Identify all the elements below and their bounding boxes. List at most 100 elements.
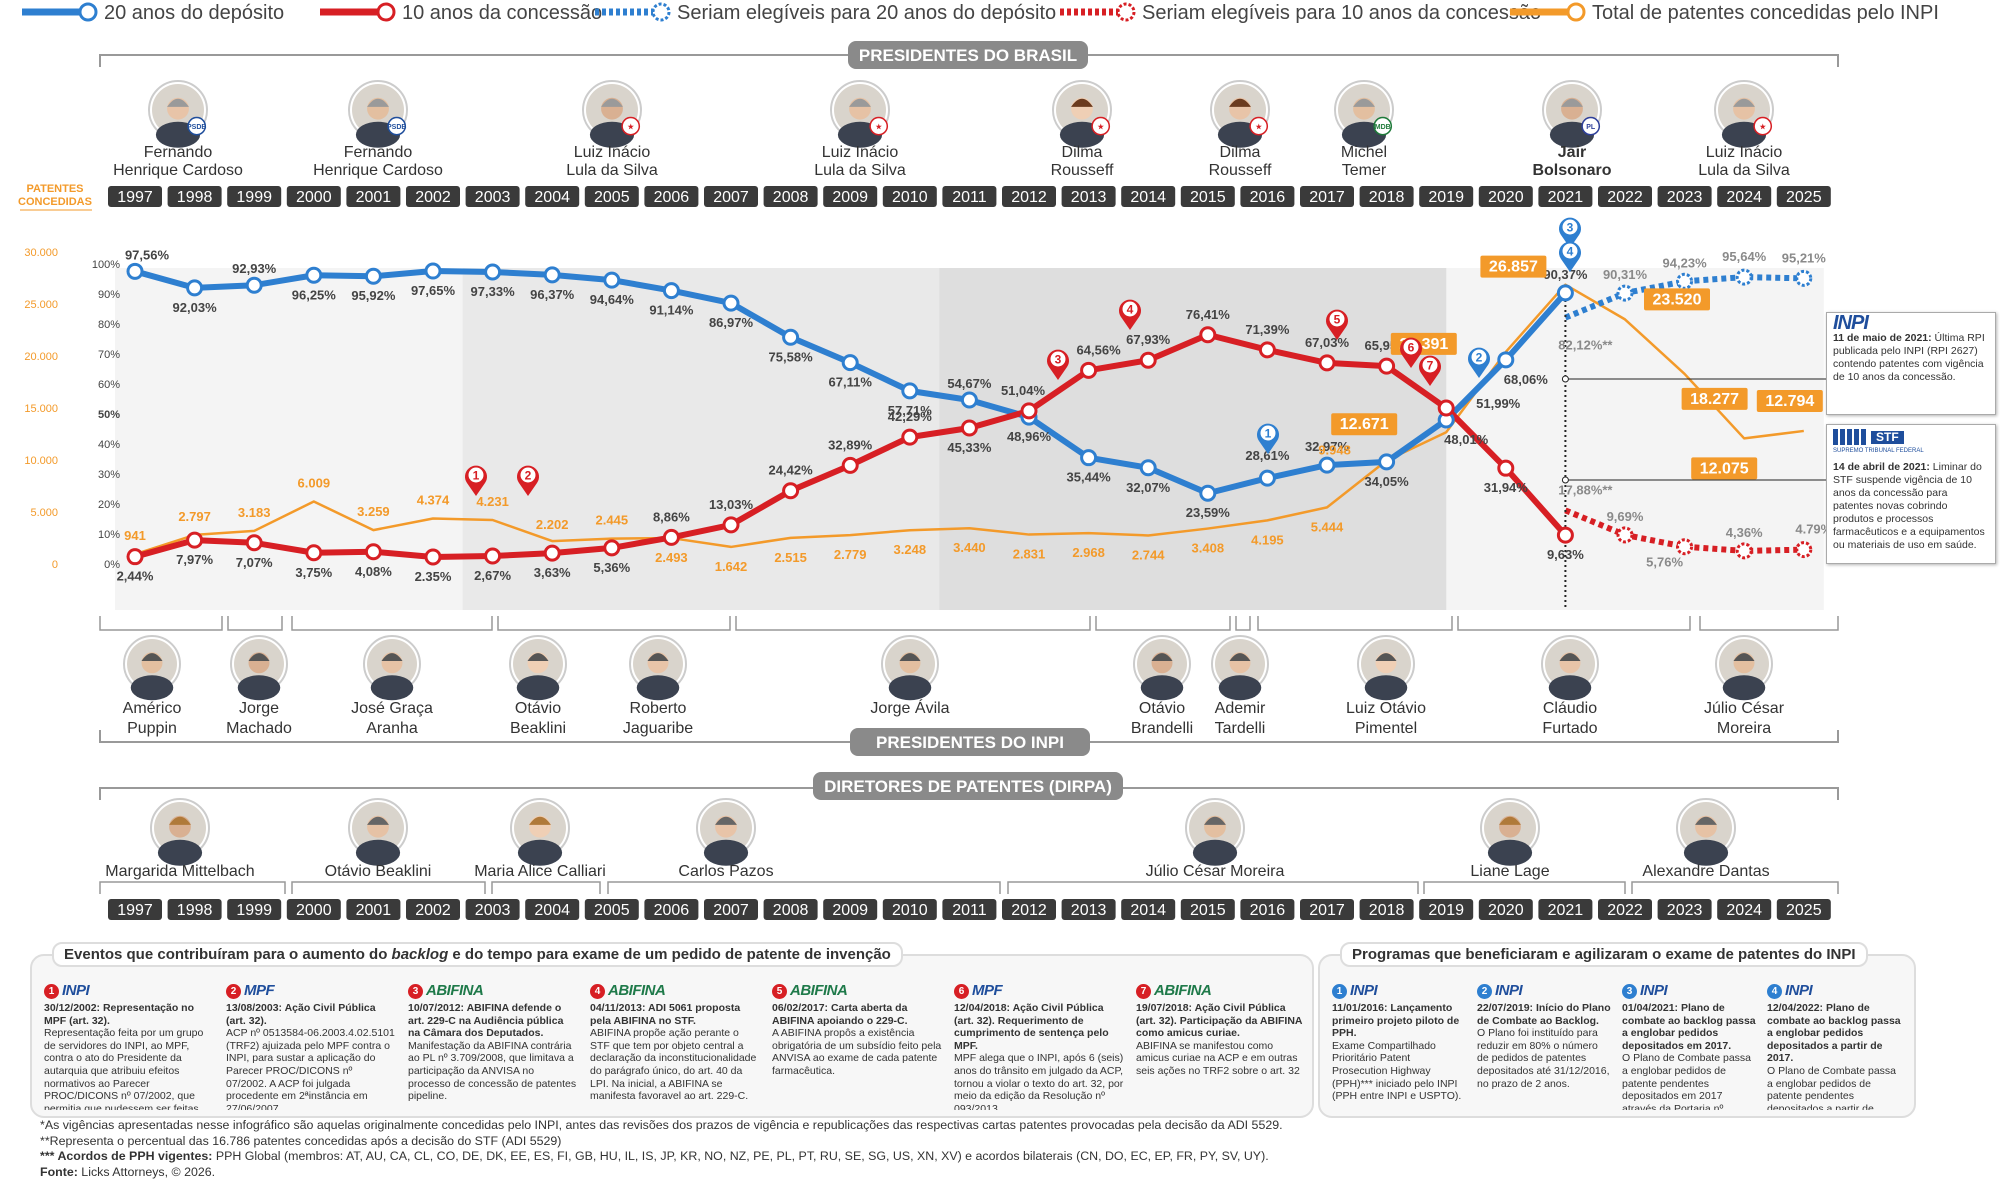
label-total-box-bg — [1756, 389, 1823, 412]
label-total-box-bg — [1480, 255, 1547, 278]
president-inpi-avatar — [1715, 635, 1773, 701]
event-heading: 06/02/2017: Carta aberta da ABIFINA apoi… — [772, 1002, 908, 1027]
point-10-anos-elegiveis — [1795, 541, 1813, 559]
avatar-body — [370, 675, 414, 701]
label-20-anos: 75,58% — [769, 349, 814, 364]
label-total: 2.779 — [834, 547, 867, 562]
party-badge-icon — [621, 116, 641, 136]
event-body: ABIFINA se manifestou como amicus curiae… — [1136, 1039, 1300, 1077]
section-inpi-text: PRESIDENTES DO INPI — [876, 733, 1064, 752]
party-badge-text: ★ — [1098, 123, 1105, 131]
president-inpi-name-2: Aranha — [366, 720, 418, 737]
president-inpi-avatar — [230, 635, 288, 701]
year-pill-bottom: 2016 — [1240, 899, 1295, 920]
year-pill-bg — [763, 899, 818, 920]
events-box-title: Eventos que contribuíram para o aumento … — [52, 942, 903, 967]
label-total: 4.195 — [1251, 532, 1284, 547]
label-total: 3.440 — [953, 540, 986, 555]
year-pill-top: 2018 — [1359, 186, 1414, 207]
year-pill-top: 2006 — [644, 186, 699, 207]
dirpa-name: Júlio César Moreira — [1146, 863, 1285, 880]
year-label: 2017 — [1309, 902, 1345, 919]
year-pill-bg — [465, 186, 520, 207]
year-pill-bottom: 2007 — [704, 899, 758, 920]
inpi-callout: INPI 11 de maio de 2021: Última RPI publ… — [1826, 312, 1996, 415]
year-pill-bg — [942, 899, 997, 920]
avatar-hair — [899, 653, 921, 661]
label-total-box-bg — [1681, 387, 1748, 410]
president-inpi-name-1: Luiz Otávio — [1346, 700, 1426, 717]
label-total-box-bg — [1331, 413, 1398, 436]
event-heading: 12/04/2018: Ação Civil Pública (art. 32)… — [954, 1002, 1109, 1052]
year-pill-bg — [1300, 899, 1354, 920]
label-10-anos: 45,33% — [947, 440, 992, 455]
avatar-body — [1140, 675, 1184, 701]
right-axis-tick: 20% — [98, 499, 120, 511]
point-20-anos — [603, 271, 621, 289]
point-10-anos — [1139, 351, 1157, 369]
year-label: 2020 — [1488, 902, 1524, 919]
year-label: 2000 — [296, 902, 332, 919]
point-10-anos — [662, 528, 680, 546]
year-pill-bottom: 2024 — [1717, 899, 1772, 920]
event-marker-icon-num: 5 — [1334, 313, 1341, 327]
right-axis-tick: 70% — [98, 349, 120, 361]
point-20-anos — [126, 262, 144, 280]
left-axis-tick: 0 — [52, 559, 58, 571]
label-20-anos: 54,67% — [947, 376, 992, 391]
stf-logo: STF — [1871, 430, 1904, 444]
label-20-anos: 57,71% — [888, 403, 933, 418]
inpi-term-bracket — [1457, 616, 1691, 631]
section-brasil-text: PRESIDENTES DO BRASIL — [859, 46, 1077, 65]
inpi-term-bracket — [227, 616, 283, 631]
point-20-anos — [186, 279, 204, 297]
connector-dot — [1561, 375, 1569, 383]
point-10-anos — [245, 534, 263, 552]
marker-number: 3 — [408, 984, 423, 999]
avatar-hair — [1229, 653, 1251, 661]
point-20-anos — [960, 391, 978, 409]
avatar-hair — [601, 98, 623, 107]
label-20-anos: 34,05% — [1365, 474, 1410, 489]
year-label: 2024 — [1726, 189, 1762, 206]
section-brasil-bg — [848, 41, 1088, 69]
year-pill-bg — [525, 186, 580, 207]
dirpa-term-bracket — [1007, 881, 1419, 894]
footnote-3: *** Acordos de PPH vigentes: PPH Global … — [40, 1149, 1269, 1163]
year-pill-bg — [1538, 899, 1593, 920]
year-label: 2021 — [1548, 189, 1584, 206]
year-pill-top: 2002 — [406, 186, 460, 207]
footnote-source: Fonte: Licks Attorneys, © 2026. — [40, 1164, 216, 1179]
label-total: 2.202 — [536, 517, 569, 532]
avatar-hair — [248, 653, 270, 661]
dirpa-term-bracket — [1423, 881, 1626, 894]
party-badge-text: MDB — [1375, 124, 1391, 131]
year-label: 2012 — [1011, 902, 1047, 919]
label-20-anos: 32,97% — [1305, 439, 1350, 454]
point-10-anos — [1556, 526, 1574, 544]
label-10-anos: 67,03% — [1305, 335, 1350, 350]
party-badge-icon — [869, 116, 889, 136]
year-label: 2003 — [475, 902, 511, 919]
event-card: 4 ABIFINA 04/11/2013: ADI 5061 proposta pe… — [590, 984, 760, 1110]
year-pill-bottom: 2017 — [1300, 899, 1354, 920]
year-pill-bg — [406, 899, 460, 920]
avatar-hair — [367, 98, 389, 107]
point-10-anos — [1318, 354, 1336, 372]
event-heading: 12/04/2022: Plano de combate ao backlog … — [1767, 1002, 1901, 1065]
point-10-anos — [1080, 361, 1098, 379]
year-pill-bottom: 2008 — [763, 899, 818, 920]
party-badge-icon — [1091, 116, 1111, 136]
year-label: 2005 — [594, 902, 630, 919]
year-pill-bg — [108, 899, 162, 920]
year-label: 2018 — [1369, 902, 1405, 919]
year-pill-bg — [1598, 899, 1652, 920]
president-inpi-avatar — [363, 635, 421, 701]
programs-box: Programas que beneficiaram e agilizaram … — [1318, 942, 1916, 1118]
event-heading: 13/08/2003: Ação Civil Pública (art. 32)… — [226, 1002, 376, 1027]
year-pill-bottom: 2006 — [644, 899, 699, 920]
left-axis-tick: 5.000 — [30, 507, 58, 519]
point-20-anos — [1080, 449, 1098, 467]
president-brasil-name-2: Bolsonaro — [1532, 162, 1611, 179]
year-pill-bg — [1359, 899, 1414, 920]
